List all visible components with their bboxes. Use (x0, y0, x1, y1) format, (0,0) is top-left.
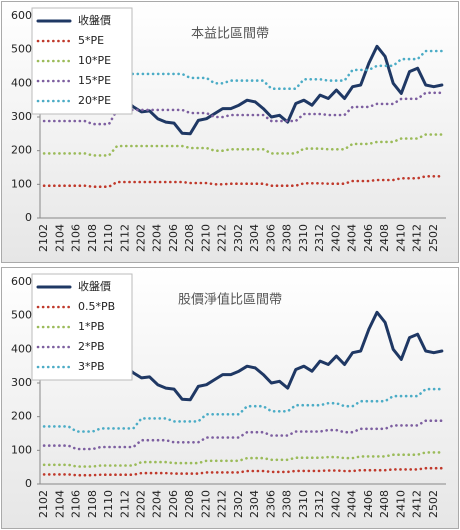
x-tick-label: 2208 (183, 224, 196, 252)
x-tick-label: 2502 (427, 490, 440, 518)
x-tick-label: 2404 (346, 490, 359, 518)
y-tick-label: 0 (25, 477, 32, 490)
x-tick-label: 2108 (86, 490, 99, 518)
y-tick-label: 600 (11, 275, 32, 288)
x-tick-label: 2402 (329, 490, 342, 518)
band-line (42, 451, 444, 468)
x-tick-label: 2406 (362, 490, 375, 518)
y-tick-label: 200 (11, 410, 32, 423)
legend-label: 5*PE (78, 34, 104, 47)
x-tick-label: 2212 (216, 490, 229, 518)
x-tick-label: 2104 (53, 224, 66, 252)
x-tick-label: 2312 (313, 490, 326, 518)
legend-label: 收盤價 (78, 13, 111, 27)
x-tick-label: 2106 (70, 490, 83, 518)
legend-label: 10*PE (78, 54, 111, 67)
y-tick-label: 400 (11, 76, 32, 89)
x-tick-label: 2312 (313, 224, 326, 252)
x-tick-label: 2206 (167, 224, 180, 252)
x-tick-label: 2210 (199, 490, 212, 518)
x-tick-label: 2108 (86, 224, 99, 252)
y-tick-label: 100 (11, 443, 32, 456)
y-tick-label: 0 (25, 211, 32, 224)
legend-label: 2*PB (78, 340, 105, 353)
x-tick-label: 2104 (53, 490, 66, 518)
x-tick-label: 2302 (232, 224, 245, 252)
x-tick-label: 2412 (411, 224, 424, 252)
chart-title: 本益比區間帶 (191, 27, 269, 42)
x-tick-label: 2102 (37, 224, 50, 252)
x-tick-label: 2202 (135, 490, 148, 518)
y-tick-label: 500 (11, 43, 32, 56)
x-tick-label: 2404 (346, 224, 359, 252)
legend-label: 0.5*PB (78, 300, 115, 313)
y-tick-label: 200 (11, 144, 32, 157)
x-tick-label: 2206 (167, 490, 180, 518)
x-tick-label: 2410 (394, 490, 407, 518)
band-line (42, 91, 444, 126)
chart-title: 股價淨值比區間帶 (178, 292, 282, 308)
x-tick-label: 2102 (37, 490, 50, 518)
legend-label: 3*PB (78, 360, 105, 373)
band-line (42, 419, 444, 451)
x-tick-label: 2112 (118, 490, 131, 518)
legend-label: 15*PE (78, 74, 111, 87)
y-tick-label: 500 (11, 309, 32, 322)
x-tick-label: 2502 (427, 224, 440, 252)
x-tick-label: 2202 (135, 224, 148, 252)
band-line (42, 466, 444, 477)
y-tick-label: 300 (11, 376, 32, 389)
x-tick-label: 2110 (102, 490, 115, 518)
x-tick-label: 2204 (151, 490, 164, 518)
y-tick-label: 400 (11, 342, 32, 355)
x-tick-label: 2210 (199, 224, 212, 252)
x-tick-label: 2308 (281, 224, 294, 252)
x-tick-label: 2402 (329, 224, 342, 252)
x-tick-label: 2110 (102, 224, 115, 252)
y-tick-label: 300 (11, 110, 32, 123)
band-line (42, 133, 444, 157)
legend-label: 1*PB (78, 320, 105, 333)
legend-label: 收盤價 (78, 279, 111, 293)
x-tick-label: 2308 (281, 490, 294, 518)
x-tick-label: 2204 (151, 224, 164, 252)
x-tick-label: 2412 (411, 490, 424, 518)
x-tick-label: 2304 (248, 224, 261, 252)
y-tick-label: 100 (11, 177, 32, 190)
x-tick-label: 2408 (378, 224, 391, 252)
legend-label: 20*PE (78, 94, 111, 107)
x-tick-label: 2406 (362, 224, 375, 252)
x-tick-label: 2302 (232, 490, 245, 518)
band-line (42, 49, 444, 95)
x-tick-label: 2306 (264, 224, 277, 252)
x-tick-label: 2212 (216, 224, 229, 252)
x-tick-label: 2306 (264, 490, 277, 518)
x-tick-label: 2408 (378, 490, 391, 518)
y-tick-label: 600 (11, 9, 32, 22)
x-tick-label: 2310 (297, 224, 310, 252)
band-line (42, 175, 444, 188)
x-tick-label: 2208 (183, 490, 196, 518)
x-tick-label: 2112 (118, 224, 131, 252)
x-tick-label: 2106 (70, 224, 83, 252)
x-tick-label: 2410 (394, 224, 407, 252)
x-tick-label: 2304 (248, 490, 261, 518)
x-tick-label: 2310 (297, 490, 310, 518)
